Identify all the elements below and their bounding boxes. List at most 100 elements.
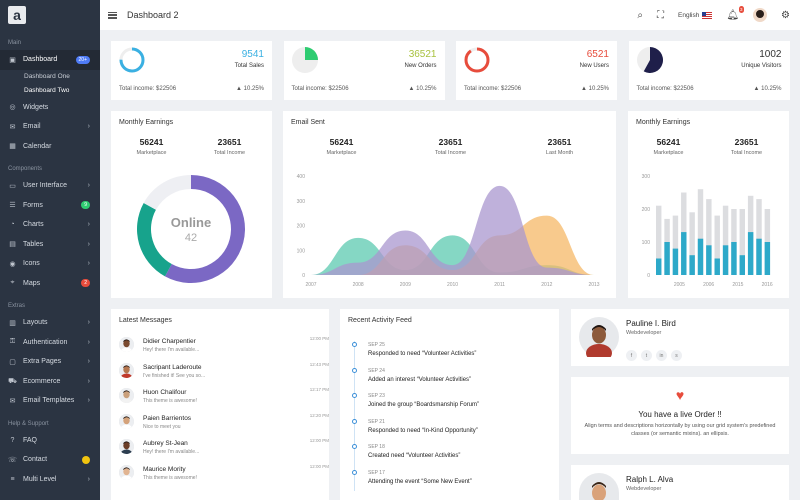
bar: [664, 242, 670, 275]
stat-label: Total Sales: [234, 63, 264, 69]
bar: [672, 248, 679, 275]
metric-marketplace: 56241 Marketplace: [319, 137, 364, 156]
activity-date: SEP 23: [368, 393, 385, 399]
bar-bg: [689, 212, 695, 275]
menu-icon[interactable]: [108, 11, 117, 19]
message-preview: Hey! there I'm available...: [143, 347, 200, 353]
sidebar-item-layouts[interactable]: ▥ Layouts ›: [0, 313, 100, 333]
message-item[interactable]: Maurice Mority This theme is awesome! 12:0…: [119, 463, 329, 488]
metric-label: Marketplace: [326, 150, 357, 156]
skype-icon[interactable]: s: [671, 350, 682, 361]
profile-name: Ralph L. Alva: [626, 475, 674, 484]
sidebar-item-widgets[interactable]: ◎ Widgets: [0, 98, 100, 118]
live-order-title: You have a live Order !!: [638, 410, 722, 419]
facebook-icon[interactable]: f: [626, 350, 637, 361]
activity-date: SEP 18: [368, 444, 385, 450]
sidebar-item-maps[interactable]: ⌖ Maps 2: [0, 274, 100, 294]
fullscreen-icon[interactable]: ⛶: [657, 9, 664, 21]
sidebar: a Main ▣ Dashboard 20+ Dashboard One Das…: [0, 0, 100, 500]
sidebar-item-user-interface[interactable]: ▭ User Interface ›: [0, 176, 100, 196]
avatar: [579, 473, 619, 500]
stat-percent: ▲ 10.25%: [754, 86, 782, 92]
timeline-dot: [352, 367, 357, 373]
donut-center-label: Online: [171, 215, 211, 230]
sidebar-item-faq[interactable]: ? FAQ: [0, 431, 100, 451]
message-item[interactable]: Sacripant Laderoute I've finished it! See…: [119, 361, 329, 386]
metric-label: Total Income: [213, 150, 246, 156]
sidebar-item-contact[interactable]: ☏ Contact: [0, 450, 100, 470]
timeline-line: [354, 341, 355, 491]
chevron-right-icon: ›: [87, 338, 90, 346]
stat-income: Total income: $22506: [119, 86, 177, 92]
email-templates-icon: ✉: [9, 397, 16, 405]
email-sent-area-chart: 0 100 200 300 400 2007 2008 2009 2010 2011 2012 201…: [297, 174, 600, 288]
gear-icon[interactable]: ⚙: [781, 9, 790, 21]
card-title: Monthly Earnings: [636, 119, 691, 126]
sidebar-subitem-dashboard-one[interactable]: Dashboard One: [24, 73, 70, 80]
twitter-icon[interactable]: t: [641, 350, 652, 361]
x-tick-label: 2009: [400, 282, 411, 288]
x-tick-label: 2006: [703, 282, 714, 288]
message-time: 12:43 PM: [309, 361, 329, 367]
bar-bg: [714, 215, 720, 275]
stat-label: New Users: [579, 63, 609, 69]
bar-bg: [672, 215, 679, 275]
message-time: 12:00 PM: [309, 463, 329, 469]
metric-label: Last Month: [545, 150, 574, 156]
linkedin-icon[interactable]: in: [656, 350, 667, 361]
sidebar-item-icons[interactable]: ◉ Icons ›: [0, 254, 100, 274]
logo[interactable]: a: [8, 6, 26, 24]
donut-fill: [304, 47, 318, 60]
avatar: [119, 464, 134, 480]
message-item[interactable]: Paien Barrientos Nice to meet you 12:20 PM: [119, 412, 329, 437]
message-item[interactable]: Didier Charpentier Hey! there I'm availab…: [119, 335, 329, 360]
monthly-earnings-card: Monthly Earnings 56241 Marketplace 23651…: [111, 111, 272, 298]
activity-item: SEP 18 Created need “Volunteer Activities…: [368, 444, 460, 459]
sidebar-item-dashboard[interactable]: ▣ Dashboard 20+: [0, 50, 100, 70]
sidebar-item-multi-level[interactable]: ≡ Multi Level ›: [0, 470, 100, 490]
card-title: Recent Activity Feed: [348, 317, 412, 324]
bar-bg: [697, 189, 704, 275]
donut-fill: [464, 47, 490, 73]
activity-text: Added an interest “Volunteer Activities”: [368, 376, 472, 383]
sidebar-item-calendar[interactable]: ▦ Calendar: [0, 137, 100, 157]
metric-label: Total Income: [730, 150, 763, 156]
auth-icon: ⚿: [9, 338, 16, 346]
user-avatar[interactable]: [753, 8, 768, 22]
email-sent-card: Email Sent 56241 Marketplace 23651 Total…: [283, 111, 616, 298]
x-tick-label: 2011: [494, 282, 505, 288]
activity-item: SEP 21 Responded to need “In-Kind Opportu…: [368, 419, 478, 434]
message-time: 12:20 PM: [309, 412, 329, 418]
sidebar-item-ecommerce[interactable]: ⛟ Ecommerce ›: [0, 372, 100, 392]
sidebar-item-email-templates[interactable]: ✉ Email Templates ›: [0, 391, 100, 411]
search-icon[interactable]: ⌕: [637, 9, 643, 21]
forms-icon: ☰: [9, 202, 16, 210]
metric-value: 56241: [139, 137, 164, 147]
stat-card: 1002 Unique Visitors Total income: $22506 ▲…: [628, 41, 790, 100]
message-item[interactable]: Huon Chalifour This theme is awesome! 12:1…: [119, 386, 329, 411]
bar-bg: [756, 199, 762, 275]
message-sender: Huon Chalifour: [143, 389, 187, 396]
stat-percent: ▲ 10.25%: [581, 86, 609, 92]
timeline-dot: [352, 469, 357, 475]
message-item[interactable]: Aubrey St-Jean Hey! there I'm available..…: [119, 437, 329, 462]
tables-icon: ▤: [9, 241, 16, 249]
bar: [697, 238, 704, 275]
x-tick-label: 2015: [732, 282, 743, 288]
sidebar-subitem-dashboard-two[interactable]: Dashboard Two: [24, 87, 70, 94]
bell-icon[interactable]: 🔔︎ 3: [726, 5, 745, 21]
chevron-right-icon: ›: [87, 123, 90, 131]
sidebar-item-email[interactable]: ✉ Email ›: [0, 117, 100, 137]
metric-marketplace: 56241 Marketplace: [646, 137, 691, 156]
sidebar-item-authentication[interactable]: ⚿ Authentication ›: [0, 333, 100, 353]
language-selector[interactable]: English: [678, 11, 713, 19]
card-title: Latest Messages: [119, 317, 172, 324]
icons-icon: ◉: [9, 260, 16, 268]
sidebar-item-tables[interactable]: ▤ Tables ›: [0, 235, 100, 255]
area-series-2: [311, 185, 594, 275]
sidebar-item-charts[interactable]: ◔ Charts ›: [0, 215, 100, 235]
sidebar-item-extra-pages[interactable]: ▢ Extra Pages ›: [0, 352, 100, 372]
sidebar-item-forms[interactable]: ☰ Forms 9: [0, 196, 100, 216]
chevron-right-icon: ›: [87, 260, 90, 268]
sidebar-item-label: Calendar: [23, 142, 52, 150]
